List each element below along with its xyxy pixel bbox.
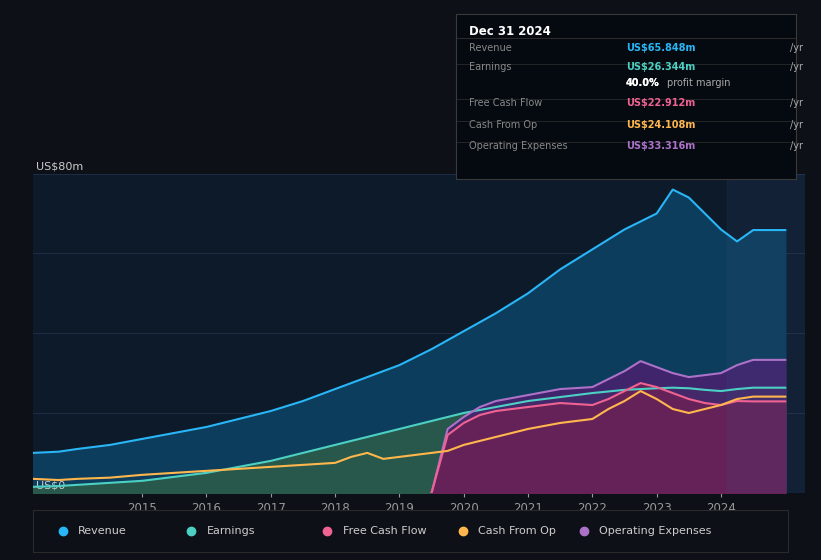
Text: US$65.848m: US$65.848m	[626, 43, 695, 53]
Text: 40.0%: 40.0%	[626, 78, 660, 87]
Text: US$33.316m: US$33.316m	[626, 141, 695, 151]
Text: US$24.108m: US$24.108m	[626, 120, 695, 130]
Text: /yr: /yr	[790, 141, 803, 151]
Text: US$80m: US$80m	[36, 162, 83, 171]
Text: Earnings: Earnings	[207, 526, 255, 535]
Text: Revenue: Revenue	[78, 526, 127, 535]
Text: Earnings: Earnings	[470, 62, 511, 72]
Text: /yr: /yr	[790, 43, 803, 53]
Text: US$0: US$0	[36, 481, 66, 491]
Text: Free Cash Flow: Free Cash Flow	[342, 526, 426, 535]
Text: Cash From Op: Cash From Op	[470, 120, 538, 130]
Text: Free Cash Flow: Free Cash Flow	[470, 98, 543, 108]
Text: /yr: /yr	[790, 120, 803, 130]
Text: /yr: /yr	[790, 62, 803, 72]
Text: Revenue: Revenue	[470, 43, 512, 53]
Text: profit margin: profit margin	[667, 78, 731, 87]
Text: Cash From Op: Cash From Op	[479, 526, 557, 535]
Bar	[727, 174, 805, 493]
Text: US$22.912m: US$22.912m	[626, 98, 695, 108]
Text: /yr: /yr	[790, 98, 803, 108]
Text: 40.0%: 40.0%	[626, 78, 660, 87]
Text: Operating Expenses: Operating Expenses	[599, 526, 712, 535]
Text: US$26.344m: US$26.344m	[626, 62, 695, 72]
Text: Operating Expenses: Operating Expenses	[470, 141, 568, 151]
Text: Dec 31 2024: Dec 31 2024	[470, 25, 551, 38]
